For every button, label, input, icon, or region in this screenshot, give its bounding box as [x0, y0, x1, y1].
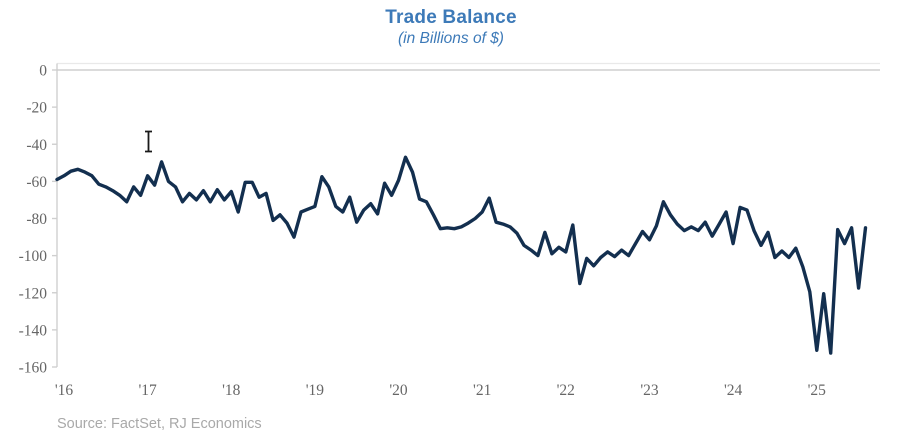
ibeam-cursor-path	[145, 130, 152, 153]
x-axis-label: '21	[473, 382, 491, 399]
y-axis-label: -40	[26, 137, 47, 154]
chart-subtitle: (in Billions of $)	[398, 30, 504, 47]
y-axis-label: 0	[39, 63, 47, 80]
x-axis-label: '23	[640, 382, 659, 399]
x-axis-label: '17	[138, 382, 157, 399]
x-axis-label: '18	[222, 382, 241, 399]
y-axis-label: -160	[19, 360, 48, 377]
y-axis-label: -60	[26, 174, 47, 191]
trade-balance-line	[55, 155, 868, 355]
x-axis-label: '19	[306, 382, 325, 399]
y-axis-label: -140	[19, 322, 48, 339]
chart-title: Trade Balance	[385, 7, 517, 28]
x-axis-label: '25	[808, 382, 827, 399]
ibeam-cursor-icon	[143, 130, 155, 153]
y-axis-label: -120	[19, 285, 48, 302]
y-axis-label: -100	[19, 248, 48, 265]
y-axis-label: -80	[26, 211, 47, 228]
x-axis-label: '22	[557, 382, 575, 399]
source-note: Source: FactSet, RJ Economics	[57, 416, 262, 432]
x-axis-label: '24	[724, 382, 743, 399]
x-axis-label: '20	[389, 382, 408, 399]
x-axis-label: '16	[55, 382, 74, 399]
y-axis-label: -20	[26, 100, 47, 117]
